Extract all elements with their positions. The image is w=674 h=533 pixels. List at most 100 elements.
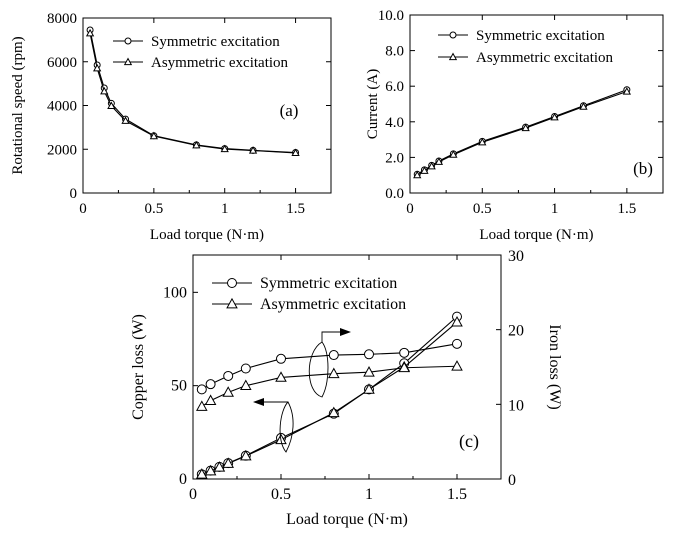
data-point-triangle	[451, 360, 463, 371]
data-point-triangle	[192, 140, 201, 149]
y-axis-label: Current (A)	[365, 69, 381, 139]
data-point-triangle	[220, 144, 229, 153]
data-point-triangle	[213, 461, 226, 472]
x-tick-label: 0	[79, 201, 87, 217]
y-tick-label: 6000	[47, 55, 77, 71]
data-point-triangle	[121, 116, 130, 124]
y-tick-label: 50	[171, 378, 187, 395]
annotation-loop-iron	[308, 341, 329, 398]
data-point-triangle	[328, 367, 340, 379]
series-line-circle-left	[201, 316, 458, 475]
data-point-triangle	[222, 386, 234, 397]
y-tick-label: 10.0	[378, 8, 404, 24]
x-axis-label: Load torque (N·m)	[479, 227, 593, 243]
y-right-tick-label: 10	[508, 397, 524, 414]
y-tick-label: 6.0	[385, 79, 404, 95]
legend-label: Asymmetric excitation	[476, 50, 614, 66]
data-point-triangle	[93, 63, 102, 72]
series-line-triangle	[89, 33, 296, 154]
data-point-triangle	[427, 161, 436, 170]
arrowhead-left	[253, 398, 264, 406]
y-tick-label: 2000	[47, 142, 77, 158]
data-point-triangle	[240, 379, 252, 391]
data-point-triangle	[222, 457, 234, 468]
data-point-triangle	[434, 157, 444, 165]
panel-b-current: 0 0.5 1 1.5 0.0 2.0 4.0 6.0 8.0 10.0 Load torque (…	[365, 8, 664, 243]
series-line-triangle-left	[201, 321, 458, 475]
arrowhead-right	[340, 328, 351, 336]
data-point-triangle	[478, 137, 487, 146]
x-axis-label: Load torque (N·m)	[286, 511, 408, 528]
data-point-triangle	[107, 101, 116, 110]
data-point-circle	[328, 350, 339, 361]
legend-label: Asymmetric excitation	[260, 296, 406, 313]
data-point-triangle	[550, 112, 559, 121]
data-point-triangle	[521, 123, 530, 132]
legend-label: Symmetric excitation	[260, 275, 397, 292]
y-right-tick-label: 20	[508, 323, 524, 340]
data-point-triangle	[413, 170, 422, 179]
legend-marker-circle	[124, 37, 132, 45]
data-point-circle	[240, 363, 251, 374]
panel-a-rotational-speed: 0 0.5 1 1.5 0 2000 4000 6000 8000 Load torque (N·…	[10, 11, 332, 243]
y-tick-label: 4000	[47, 99, 77, 115]
data-point-triangle	[398, 361, 410, 373]
data-point-circle	[196, 384, 207, 395]
x-tick-label: 0.5	[144, 201, 163, 217]
y-right-tick-label: 0	[508, 472, 516, 489]
plot-frame	[192, 254, 502, 480]
data-point-circle	[205, 379, 216, 390]
y-tick-label: 100	[163, 284, 187, 301]
panel-label: (b)	[633, 159, 653, 178]
x-tick-label: 0	[406, 201, 414, 217]
data-point-triangle	[449, 150, 458, 158]
y-tick-label: 2.0	[385, 150, 404, 166]
x-tick-label: 0	[189, 486, 197, 503]
y-right-axis-label: Iron loss (W)	[546, 324, 563, 409]
y-axis-label: Rotational speed (rpm)	[10, 36, 26, 174]
series-line-triangle	[416, 91, 628, 176]
x-tick-label: 1.5	[447, 486, 467, 503]
y-tick-label: 0	[70, 186, 78, 202]
legend-marker-triangle	[123, 57, 133, 66]
data-point-triangle	[204, 394, 217, 405]
data-point-triangle	[248, 146, 258, 154]
data-point-triangle	[204, 464, 217, 476]
series-line-circle-right	[201, 343, 458, 390]
data-point-triangle	[579, 102, 588, 110]
panel-label: (a)	[280, 101, 299, 120]
legend-label: Asymmetric excitation	[151, 55, 289, 71]
y-tick-label: 0.0	[385, 186, 404, 202]
data-point-triangle	[291, 148, 300, 157]
y-right-tick-label: 30	[508, 248, 524, 265]
data-point-triangle	[275, 371, 287, 382]
data-point-triangle	[149, 131, 159, 140]
data-point-triangle	[85, 28, 95, 37]
data-point-triangle	[363, 383, 375, 394]
x-tick-label: 1.5	[617, 201, 636, 217]
x-tick-label: 0.5	[473, 201, 492, 217]
y-axis-label: Copper loss (W)	[130, 314, 147, 420]
legend-label: Symmetric excitation	[476, 28, 605, 44]
x-tick-label: 1.5	[286, 201, 305, 217]
y-tick-label: 8000	[47, 11, 77, 27]
data-point-triangle	[240, 449, 252, 461]
x-tick-label: 0.5	[271, 486, 291, 503]
data-point-triangle	[420, 166, 429, 174]
legend-marker-circle	[227, 278, 237, 288]
data-point-triangle	[328, 406, 340, 418]
data-point-circle	[399, 347, 410, 358]
x-tick-label: 1	[221, 201, 229, 217]
panel-label: (c)	[459, 431, 479, 452]
data-point-triangle	[100, 86, 109, 95]
x-tick-label: 1	[551, 201, 559, 217]
panel-c-losses: 0 0.5 1 1.5 0 50 100 0 10 20 30 Load torque (N·m) Co…	[130, 248, 563, 528]
data-point-circle	[452, 338, 462, 349]
annotation-loop-copper	[279, 401, 294, 453]
data-point-triangle	[622, 87, 632, 95]
y-tick-label: 8.0	[385, 44, 404, 60]
legend-marker-circle	[449, 31, 457, 39]
data-point-triangle	[363, 366, 375, 377]
data-point-circle	[223, 370, 234, 381]
